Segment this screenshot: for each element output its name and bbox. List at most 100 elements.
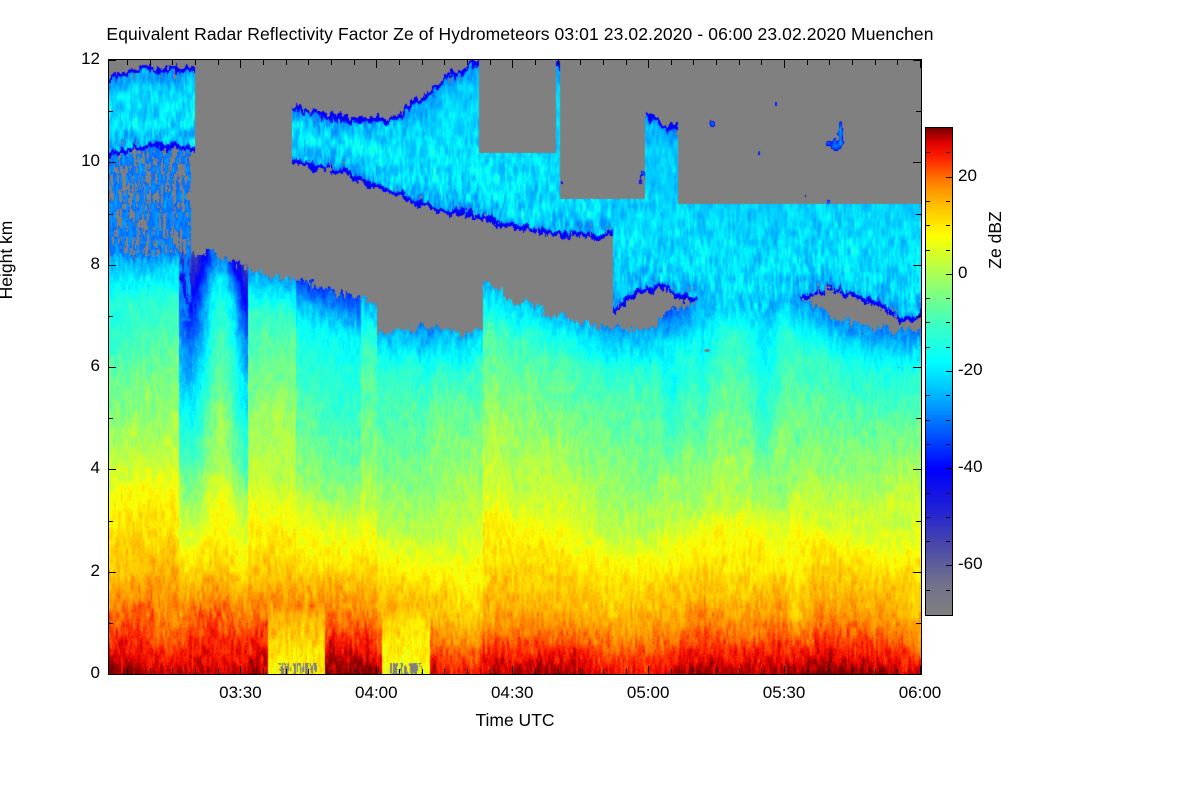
colorbar-minor-tick [926,250,930,251]
colorbar-minor-tick [946,347,950,348]
x-axis-minor-tick [150,60,151,65]
colorbar-minor-tick [946,517,950,518]
colorbar-minor-tick [946,250,950,251]
colorbar-minor-tick [926,493,930,494]
x-axis-tick [648,666,649,674]
x-axis-minor-tick [218,60,219,65]
x-axis-minor-tick [671,60,672,65]
x-axis-minor-tick [716,669,717,674]
y-axis-tick [108,469,116,470]
x-axis-minor-tick [467,669,468,674]
colorbar-minor-tick [926,444,930,445]
colorbar-minor-tick [946,541,950,542]
x-tick-label: 04:00 [355,683,398,702]
colorbar-minor-tick [926,517,930,518]
radar-heatmap [109,60,921,674]
x-tick-label: 05:30 [762,683,806,702]
y-axis-tick [913,265,921,266]
x-axis-minor-tick [308,60,309,65]
x-axis-tick [376,666,377,674]
x-axis-minor-tick [444,60,445,65]
x-axis-tick [376,60,377,68]
x-axis-minor-tick [580,60,581,65]
x-axis-minor-tick [354,669,355,674]
x-axis-minor-tick [127,669,128,674]
x-axis-minor-tick [626,60,627,65]
colorbar-tick [946,468,952,469]
x-axis-minor-tick [875,60,876,65]
x-axis-minor-tick [263,669,264,674]
x-axis-minor-tick [693,60,694,65]
x-axis-minor-tick [558,669,559,674]
x-tick-label: 05:00 [626,683,670,702]
x-axis-tick [648,60,649,68]
colorbar-minor-tick [946,152,950,153]
x-axis-minor-tick [761,669,762,674]
colorbar-tick [946,371,952,372]
x-axis-minor-tick [490,60,491,65]
x-axis-minor-tick [829,669,830,674]
x-axis-minor-tick [286,669,287,674]
y-axis-minor-tick [108,111,113,112]
colorbar-minor-tick [946,493,950,494]
x-axis-minor-tick [716,60,717,65]
x-axis-tick [920,666,921,674]
x-axis-tick [784,666,785,674]
x-axis-minor-tick [195,60,196,65]
y-axis-minor-tick [916,418,921,419]
y-axis-tick [108,162,116,163]
y-axis-tick [108,367,116,368]
x-axis-minor-tick [852,669,853,674]
x-axis-minor-tick [467,60,468,65]
x-axis-minor-tick [852,60,853,65]
y-axis-tick [913,469,921,470]
colorbar-minor-tick [926,201,930,202]
x-axis-minor-tick [807,669,808,674]
y-axis-minor-tick [108,418,113,419]
colorbar-tick-label: -60 [958,554,983,574]
y-axis-minor-tick [916,623,921,624]
colorbar-minor-tick [926,347,930,348]
x-axis-minor-tick [308,669,309,674]
colorbar-minor-tick [926,420,930,421]
colorbar-minor-tick [946,201,950,202]
x-axis-minor-tick [218,669,219,674]
x-axis-minor-tick [399,669,400,674]
x-axis-minor-tick [172,60,173,65]
x-axis-minor-tick [807,60,808,65]
y-axis-minor-tick [916,214,921,215]
y-axis-label: Height km [0,220,16,300]
x-axis-minor-tick [286,60,287,65]
colorbar-tick-label: 20 [958,165,977,185]
colorbar-minor-tick [926,298,930,299]
radar-plot-area[interactable] [108,59,922,675]
y-tick-label: 8 [90,253,100,273]
x-axis-minor-tick [150,669,151,674]
colorbar-label: Ze dBZ [985,211,1005,269]
colorbar-tick [946,565,952,566]
y-axis-minor-tick [108,316,113,317]
x-axis-minor-tick [580,669,581,674]
x-axis-tick [512,666,513,674]
colorbar-minor-tick [946,420,950,421]
x-axis-tick [512,60,513,68]
colorbar-minor-tick [946,395,950,396]
x-axis-minor-tick [558,60,559,65]
x-axis-minor-tick [693,669,694,674]
x-axis-minor-tick [535,60,536,65]
page-title: Equivalent Radar Reflectivity Factor Ze … [106,24,934,44]
colorbar-minor-tick [946,298,950,299]
x-tick-label: 03:30 [219,683,262,702]
y-axis-minor-tick [916,111,921,112]
colorbar-minor-tick [926,590,930,591]
y-axis-tick [913,60,921,61]
y-tick-label: 0 [90,663,100,682]
y-tick-label: 2 [90,560,100,580]
x-tick-label: 04:30 [490,683,534,702]
x-axis-tick [240,666,241,674]
y-axis-tick [913,367,921,368]
x-axis-minor-tick [626,669,627,674]
y-axis-tick [913,572,921,573]
x-axis-minor-tick [603,60,604,65]
colorbar-minor-tick [926,225,930,226]
